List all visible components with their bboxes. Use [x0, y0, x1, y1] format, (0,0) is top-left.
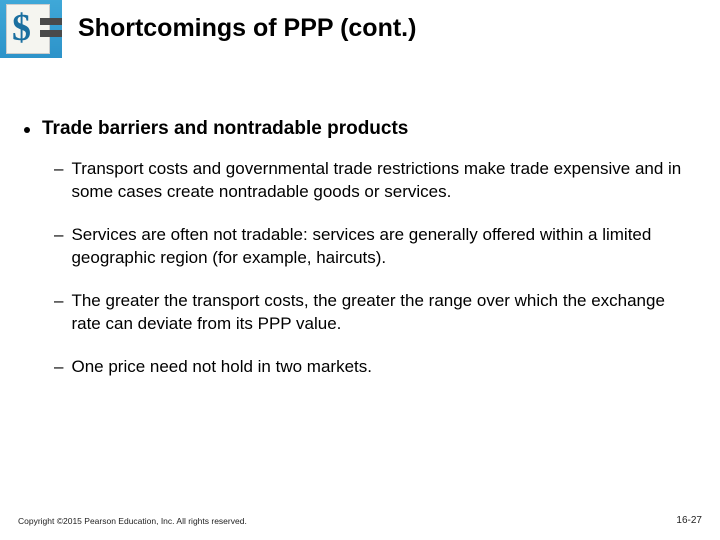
dash-icon: – [54, 356, 63, 379]
sub-bullet: – One price need not hold in two markets… [54, 356, 696, 379]
copyright-text: Copyright ©2015 Pearson Education, Inc. … [18, 516, 247, 526]
sub-bullet-text: The greater the transport costs, the gre… [71, 290, 696, 336]
dollar-icon: $ [12, 6, 31, 50]
main-bullet: Trade barriers and nontradable products [24, 118, 696, 140]
slide-footer: Copyright ©2015 Pearson Education, Inc. … [18, 515, 702, 526]
bullet-icon [24, 127, 30, 133]
sub-bullet-text: One price need not hold in two markets. [71, 356, 372, 379]
sub-bullet: – The greater the transport costs, the g… [54, 290, 696, 336]
sub-bullet: – Transport costs and governmental trade… [54, 158, 696, 204]
slide-title: Shortcomings of PPP (cont.) [78, 14, 416, 43]
equals-icon [40, 18, 62, 40]
slide-content: Trade barriers and nontradable products … [24, 118, 696, 399]
slide-logo: $ [0, 0, 62, 58]
sub-bullet-text: Transport costs and governmental trade r… [71, 158, 696, 204]
sub-bullet-text: Services are often not tradable: service… [71, 224, 696, 270]
dash-icon: – [54, 290, 63, 336]
main-bullet-text: Trade barriers and nontradable products [42, 118, 408, 140]
dash-icon: – [54, 158, 63, 204]
sub-bullet: – Services are often not tradable: servi… [54, 224, 696, 270]
dash-icon: – [54, 224, 63, 270]
sub-bullet-list: – Transport costs and governmental trade… [54, 158, 696, 379]
page-number: 16-27 [676, 515, 702, 526]
